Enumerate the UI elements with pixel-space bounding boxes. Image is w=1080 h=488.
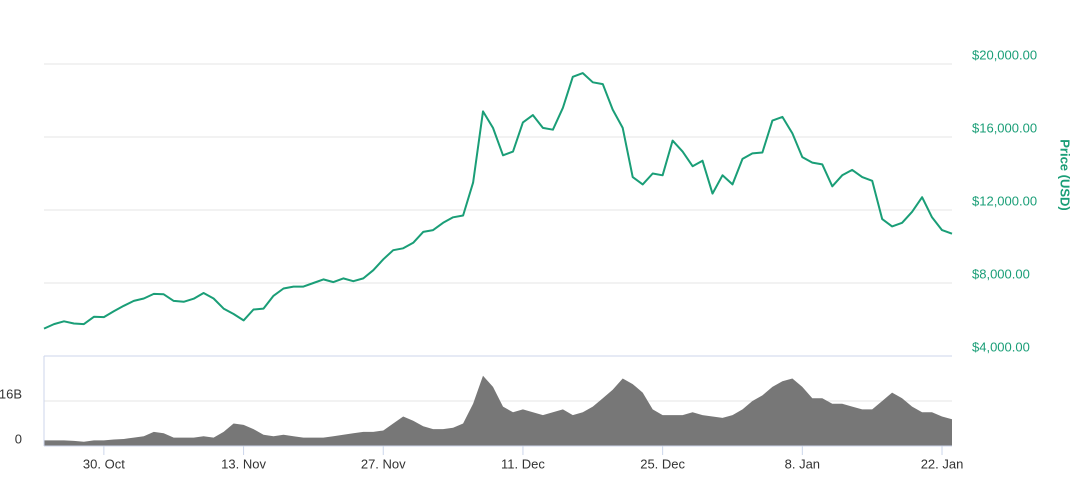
x-tick-label: 8. Jan — [785, 456, 820, 471]
x-tick-label: 22. Jan — [921, 456, 964, 471]
x-tick-label: 13. Nov — [221, 456, 266, 471]
x-tick-label: 27. Nov — [361, 456, 406, 471]
y-tick-label: $8,000.00 — [972, 266, 1030, 281]
y-tick-label: 0 — [15, 431, 22, 446]
y-tick-label: $12,000.00 — [972, 193, 1037, 208]
x-tick-label: 30. Oct — [83, 456, 125, 471]
volume-area — [44, 375, 952, 446]
y-tick-label: 16B — [0, 386, 22, 401]
y-tick-label: $20,000.00 — [972, 47, 1037, 62]
y-tick-label: $4,000.00 — [972, 339, 1030, 354]
x-tick-label: 11. Dec — [501, 456, 545, 471]
y-axis-title: Price (USD) — [1058, 139, 1073, 211]
x-tick-label: 25. Dec — [640, 456, 685, 471]
y-tick-label: $16,000.00 — [972, 120, 1037, 135]
price-line — [43, 72, 953, 330]
